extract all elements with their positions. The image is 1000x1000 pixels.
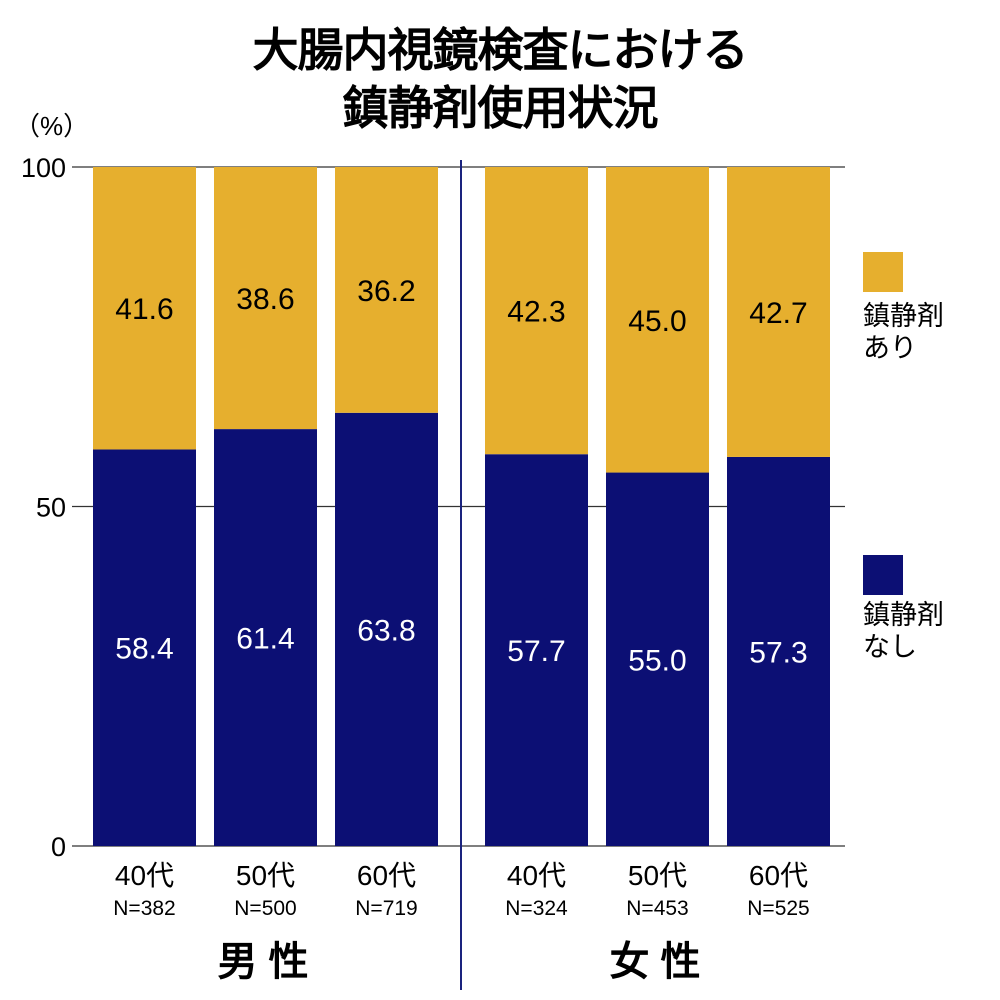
data-label-with-sedation: 42.3 xyxy=(507,296,565,329)
x-tick-label: 60代 xyxy=(749,860,808,891)
y-axis-unit: （%） xyxy=(14,111,90,141)
bar-with-sedation xyxy=(727,167,830,457)
bar-without-sedation xyxy=(485,454,588,846)
x-sample-size-label: N=525 xyxy=(747,897,809,920)
bar-without-sedation xyxy=(727,456,830,846)
data-label-with-sedation: 38.6 xyxy=(236,283,294,316)
data-label-without-sedation: 58.4 xyxy=(115,633,173,666)
legend-swatch-without-sedation xyxy=(863,555,903,595)
bar-without-sedation xyxy=(214,429,317,846)
y-tick-label-0: 0 xyxy=(51,832,66,862)
bar-with-sedation xyxy=(214,167,317,430)
chart-title-line-2: 鎮静剤使用状況 xyxy=(342,81,659,135)
y-tick-label-100: 100 xyxy=(21,153,66,183)
data-label-without-sedation: 57.7 xyxy=(507,635,565,668)
x-sample-size-label: N=382 xyxy=(113,897,175,920)
bar-without-sedation xyxy=(335,412,438,846)
bar-without-sedation xyxy=(93,449,196,846)
bar-with-sedation xyxy=(335,167,438,413)
legend-swatch-with-sedation xyxy=(863,252,903,292)
x-tick-label: 40代 xyxy=(507,860,566,891)
bar-with-sedation xyxy=(93,167,196,450)
data-label-without-sedation: 57.3 xyxy=(749,636,807,669)
x-tick-label: 50代 xyxy=(236,860,295,891)
x-sample-size-label: N=719 xyxy=(355,897,417,920)
legend-label-without-sedation: 鎮静剤 なし xyxy=(863,600,944,664)
legend-label-with-sedation: 鎮静剤 あり xyxy=(863,301,944,365)
x-sample-size-label: N=324 xyxy=(505,897,568,920)
data-label-with-sedation: 42.7 xyxy=(749,297,807,330)
group-label: 男 性 xyxy=(217,940,308,984)
x-tick-label: 50代 xyxy=(628,860,687,891)
y-tick-label-50: 50 xyxy=(36,493,66,523)
bar-with-sedation xyxy=(485,167,588,455)
x-tick-label: 60代 xyxy=(357,860,416,891)
bar-with-sedation xyxy=(606,167,709,473)
bar-without-sedation xyxy=(606,472,709,846)
data-label-without-sedation: 61.4 xyxy=(236,623,294,656)
x-sample-size-label: N=500 xyxy=(234,897,296,920)
data-label-without-sedation: 55.0 xyxy=(628,644,686,677)
data-label-without-sedation: 63.8 xyxy=(357,614,415,647)
x-sample-size-label: N=453 xyxy=(626,897,688,920)
group-label: 女 性 xyxy=(609,940,700,984)
x-tick-label: 40代 xyxy=(115,860,174,891)
data-label-with-sedation: 41.6 xyxy=(115,293,173,326)
chart-title-line-1: 大腸内視鏡検査における xyxy=(252,23,749,77)
data-label-with-sedation: 45.0 xyxy=(628,305,686,338)
data-label-with-sedation: 36.2 xyxy=(357,275,415,308)
